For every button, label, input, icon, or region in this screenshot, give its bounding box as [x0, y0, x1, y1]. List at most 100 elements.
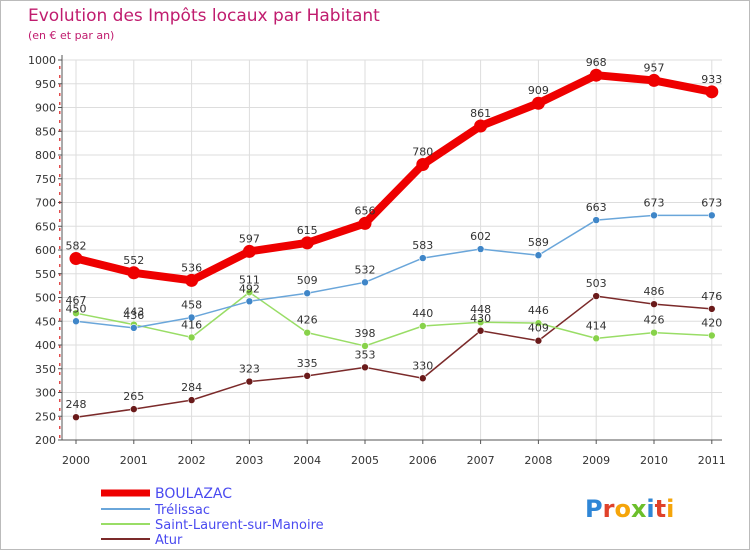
left-dot: [59, 237, 61, 240]
left-dot: [59, 354, 61, 357]
legend-label: Trélissac: [154, 503, 210, 518]
data-label: 248: [66, 398, 87, 411]
y-tick-label: 500: [35, 292, 56, 305]
x-tick-label: 2006: [409, 454, 437, 467]
data-point: [592, 216, 601, 224]
y-tick-label: 850: [35, 125, 56, 138]
data-label: 511: [239, 273, 260, 286]
data-label: 416: [181, 318, 202, 331]
data-point: [303, 328, 312, 337]
left-dot: [59, 138, 61, 141]
legend-label: Atur: [155, 533, 183, 548]
left-dot: [59, 147, 61, 150]
x-tick-label: 2004: [293, 454, 321, 467]
x-tick-label: 2011: [698, 454, 726, 467]
data-point: [476, 245, 485, 253]
left-dot: [59, 390, 61, 393]
data-point: [476, 326, 485, 335]
data-label: 673: [644, 196, 665, 209]
left-dot: [59, 156, 61, 159]
data-point: [707, 211, 716, 220]
left-dot: [59, 282, 61, 285]
data-point: [534, 336, 543, 345]
data-label: 673: [701, 196, 722, 209]
data-point: [476, 318, 485, 327]
data-label: 552: [123, 254, 144, 267]
y-tick-label: 950: [35, 78, 56, 91]
data-label: 265: [123, 390, 144, 403]
proxiti-logo: Proxiti: [585, 495, 674, 523]
x-tick-label: 2000: [62, 454, 90, 467]
y-tick-label: 900: [35, 102, 56, 115]
data-point: [361, 278, 369, 287]
left-dot: [59, 192, 61, 195]
data-point: [474, 119, 488, 133]
data-label: 589: [528, 236, 549, 249]
data-label: 968: [586, 56, 607, 69]
y-tick-label: 600: [35, 244, 56, 257]
left-dot: [59, 345, 61, 348]
left-dot: [59, 318, 61, 321]
data-label: 583: [412, 239, 433, 252]
data-label: 536: [181, 261, 202, 274]
data-point: [531, 96, 545, 110]
data-point: [245, 377, 254, 386]
left-dot: [59, 129, 61, 132]
data-label: 436: [123, 309, 144, 322]
data-point: [72, 413, 80, 422]
data-label: 353: [355, 348, 376, 361]
data-point: [416, 158, 430, 171]
data-point: [303, 372, 312, 380]
data-point: [127, 266, 141, 280]
data-label: 335: [297, 357, 318, 370]
left-dot: [59, 399, 61, 402]
left-dot: [59, 417, 61, 420]
left-dot: [59, 309, 61, 312]
data-point: [534, 319, 543, 327]
left-dot: [59, 300, 61, 303]
left-dot: [59, 327, 61, 330]
data-point: [72, 317, 80, 326]
data-point: [130, 405, 138, 413]
left-dot: [59, 273, 61, 276]
left-dot: [59, 408, 61, 411]
data-point: [300, 236, 314, 250]
left-dot: [59, 75, 61, 78]
data-label: 780: [412, 146, 433, 159]
left-dotted-guide: [59, 66, 61, 438]
y-tick-label: 450: [35, 315, 56, 328]
data-label: 323: [239, 363, 260, 376]
x-tick-label: 2005: [351, 454, 379, 467]
data-label: 597: [239, 232, 260, 245]
y-tick-label: 800: [35, 149, 56, 162]
data-label: 656: [355, 204, 376, 217]
data-label: 409: [528, 322, 549, 335]
left-dot: [59, 120, 61, 123]
data-point: [647, 73, 661, 87]
legend-label: Saint-Laurent-sur-Manoire: [155, 518, 324, 533]
data-point: [358, 216, 372, 230]
y-tick-label: 300: [35, 387, 56, 400]
y-tick-label: 750: [35, 173, 56, 186]
data-label: 532: [355, 263, 376, 276]
y-tick-label: 650: [35, 220, 56, 233]
data-label: 486: [644, 285, 665, 298]
brand-letter: P: [585, 495, 603, 523]
data-point: [418, 374, 427, 383]
y-tick-label: 350: [35, 363, 56, 376]
chart-title: Evolution des Impôts locaux par Habitant: [28, 6, 380, 26]
axes: [61, 55, 722, 441]
data-point: [418, 322, 427, 330]
left-dot: [59, 228, 61, 231]
left-dot: [59, 174, 61, 177]
y-tick-label: 200: [35, 434, 56, 447]
data-label: 440: [412, 307, 433, 320]
data-label: 467: [66, 294, 87, 307]
data-label: 957: [644, 61, 665, 74]
data-label: 503: [586, 277, 607, 290]
series-line-Saint-Laurent-sur-Manoire: [75, 291, 713, 347]
data-point: [242, 244, 256, 258]
left-dot: [59, 246, 61, 249]
